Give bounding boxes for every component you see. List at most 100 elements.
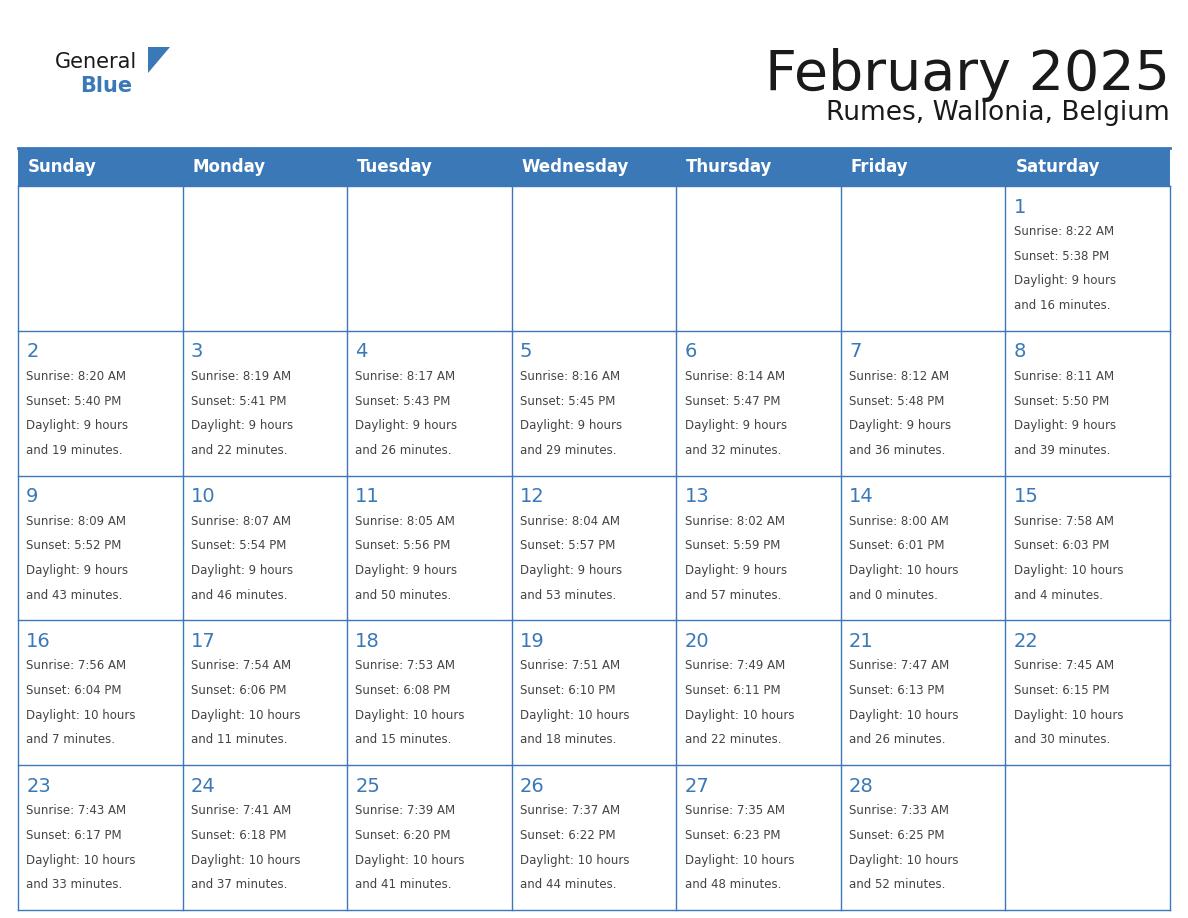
Text: and 48 minutes.: and 48 minutes. — [684, 879, 781, 891]
Text: Daylight: 9 hours: Daylight: 9 hours — [849, 420, 952, 432]
Text: 10: 10 — [191, 487, 215, 506]
Bar — [18, 476, 183, 621]
Text: and 0 minutes.: and 0 minutes. — [849, 588, 939, 601]
Bar — [1005, 621, 1170, 766]
Text: 1: 1 — [1013, 197, 1026, 217]
Bar — [1005, 766, 1170, 910]
Text: Wednesday: Wednesday — [522, 158, 628, 176]
Text: 8: 8 — [1013, 342, 1026, 362]
Text: 17: 17 — [191, 632, 215, 651]
Text: Sunset: 6:03 PM: Sunset: 6:03 PM — [1013, 539, 1110, 553]
Bar — [512, 476, 676, 621]
Polygon shape — [148, 47, 170, 73]
Text: 11: 11 — [355, 487, 380, 506]
Text: Tuesday: Tuesday — [358, 158, 432, 176]
Text: 5: 5 — [520, 342, 532, 362]
Text: Daylight: 9 hours: Daylight: 9 hours — [355, 564, 457, 577]
Text: Sunset: 6:22 PM: Sunset: 6:22 PM — [520, 829, 615, 842]
Text: Daylight: 9 hours: Daylight: 9 hours — [191, 420, 293, 432]
Text: Sunset: 5:52 PM: Sunset: 5:52 PM — [26, 539, 121, 553]
Text: and 33 minutes.: and 33 minutes. — [26, 879, 122, 891]
Text: Daylight: 10 hours: Daylight: 10 hours — [191, 709, 301, 722]
Bar — [676, 186, 841, 330]
Text: and 29 minutes.: and 29 minutes. — [520, 443, 617, 457]
Bar — [676, 476, 841, 621]
Text: Sunrise: 8:16 AM: Sunrise: 8:16 AM — [520, 370, 620, 383]
Text: and 11 minutes.: and 11 minutes. — [191, 733, 287, 746]
Text: and 37 minutes.: and 37 minutes. — [191, 879, 287, 891]
Text: Sunrise: 8:12 AM: Sunrise: 8:12 AM — [849, 370, 949, 383]
Text: 7: 7 — [849, 342, 861, 362]
Text: Sunset: 6:17 PM: Sunset: 6:17 PM — [26, 829, 122, 842]
Text: Sunrise: 8:14 AM: Sunrise: 8:14 AM — [684, 370, 784, 383]
Text: Daylight: 10 hours: Daylight: 10 hours — [684, 709, 794, 722]
Text: Daylight: 10 hours: Daylight: 10 hours — [849, 564, 959, 577]
Text: Sunset: 6:11 PM: Sunset: 6:11 PM — [684, 684, 781, 697]
Text: Sunset: 6:25 PM: Sunset: 6:25 PM — [849, 829, 944, 842]
Bar — [183, 148, 347, 186]
Text: 22: 22 — [1013, 632, 1038, 651]
Text: and 26 minutes.: and 26 minutes. — [355, 443, 451, 457]
Text: and 44 minutes.: and 44 minutes. — [520, 879, 617, 891]
Text: Sunrise: 7:53 AM: Sunrise: 7:53 AM — [355, 659, 455, 673]
Text: Sunrise: 8:07 AM: Sunrise: 8:07 AM — [191, 515, 291, 528]
Text: Sunrise: 8:09 AM: Sunrise: 8:09 AM — [26, 515, 126, 528]
Text: Sunset: 5:59 PM: Sunset: 5:59 PM — [684, 539, 779, 553]
Bar — [183, 186, 347, 330]
Text: Rumes, Wallonia, Belgium: Rumes, Wallonia, Belgium — [826, 100, 1170, 126]
Bar — [512, 148, 676, 186]
Text: Sunrise: 7:49 AM: Sunrise: 7:49 AM — [684, 659, 785, 673]
Text: Sunset: 6:18 PM: Sunset: 6:18 PM — [191, 829, 286, 842]
Text: Sunset: 5:48 PM: Sunset: 5:48 PM — [849, 395, 944, 408]
Bar — [183, 476, 347, 621]
Text: Daylight: 9 hours: Daylight: 9 hours — [520, 564, 623, 577]
Bar — [676, 330, 841, 476]
Text: Blue: Blue — [80, 76, 132, 96]
Text: and 22 minutes.: and 22 minutes. — [684, 733, 781, 746]
Bar — [18, 330, 183, 476]
Text: Sunrise: 7:54 AM: Sunrise: 7:54 AM — [191, 659, 291, 673]
Text: Sunrise: 8:20 AM: Sunrise: 8:20 AM — [26, 370, 126, 383]
Text: Sunset: 5:41 PM: Sunset: 5:41 PM — [191, 395, 286, 408]
Text: and 18 minutes.: and 18 minutes. — [520, 733, 617, 746]
Text: Sunset: 5:47 PM: Sunset: 5:47 PM — [684, 395, 781, 408]
Text: Sunset: 6:13 PM: Sunset: 6:13 PM — [849, 684, 944, 697]
Text: 27: 27 — [684, 777, 709, 796]
Text: Sunrise: 7:33 AM: Sunrise: 7:33 AM — [849, 804, 949, 817]
Text: Daylight: 10 hours: Daylight: 10 hours — [26, 709, 135, 722]
Bar — [512, 186, 676, 330]
Text: Daylight: 9 hours: Daylight: 9 hours — [520, 420, 623, 432]
Text: 26: 26 — [520, 777, 544, 796]
Text: Daylight: 10 hours: Daylight: 10 hours — [26, 854, 135, 867]
Text: Daylight: 9 hours: Daylight: 9 hours — [684, 564, 786, 577]
Text: Daylight: 10 hours: Daylight: 10 hours — [1013, 564, 1123, 577]
Text: and 46 minutes.: and 46 minutes. — [191, 588, 287, 601]
Text: Sunset: 6:06 PM: Sunset: 6:06 PM — [191, 684, 286, 697]
Text: Sunrise: 7:39 AM: Sunrise: 7:39 AM — [355, 804, 455, 817]
Text: and 36 minutes.: and 36 minutes. — [849, 443, 946, 457]
Bar — [347, 330, 512, 476]
Text: Sunset: 5:38 PM: Sunset: 5:38 PM — [1013, 250, 1108, 263]
Text: Daylight: 9 hours: Daylight: 9 hours — [355, 420, 457, 432]
Text: Sunset: 6:01 PM: Sunset: 6:01 PM — [849, 539, 944, 553]
Text: Sunrise: 7:35 AM: Sunrise: 7:35 AM — [684, 804, 784, 817]
Bar — [512, 766, 676, 910]
Text: 20: 20 — [684, 632, 709, 651]
Text: 4: 4 — [355, 342, 368, 362]
Bar — [347, 476, 512, 621]
Bar — [1005, 476, 1170, 621]
Text: Sunrise: 8:05 AM: Sunrise: 8:05 AM — [355, 515, 455, 528]
Text: Sunrise: 8:00 AM: Sunrise: 8:00 AM — [849, 515, 949, 528]
Text: 12: 12 — [520, 487, 544, 506]
Text: Friday: Friday — [851, 158, 909, 176]
Text: and 52 minutes.: and 52 minutes. — [849, 879, 946, 891]
Text: Daylight: 10 hours: Daylight: 10 hours — [520, 854, 630, 867]
Text: Thursday: Thursday — [687, 158, 772, 176]
Text: Sunrise: 7:47 AM: Sunrise: 7:47 AM — [849, 659, 949, 673]
Text: Sunset: 6:10 PM: Sunset: 6:10 PM — [520, 684, 615, 697]
Text: and 15 minutes.: and 15 minutes. — [355, 733, 451, 746]
Text: Sunrise: 7:37 AM: Sunrise: 7:37 AM — [520, 804, 620, 817]
Text: and 43 minutes.: and 43 minutes. — [26, 588, 122, 601]
Text: Sunset: 5:40 PM: Sunset: 5:40 PM — [26, 395, 121, 408]
Bar — [676, 148, 841, 186]
